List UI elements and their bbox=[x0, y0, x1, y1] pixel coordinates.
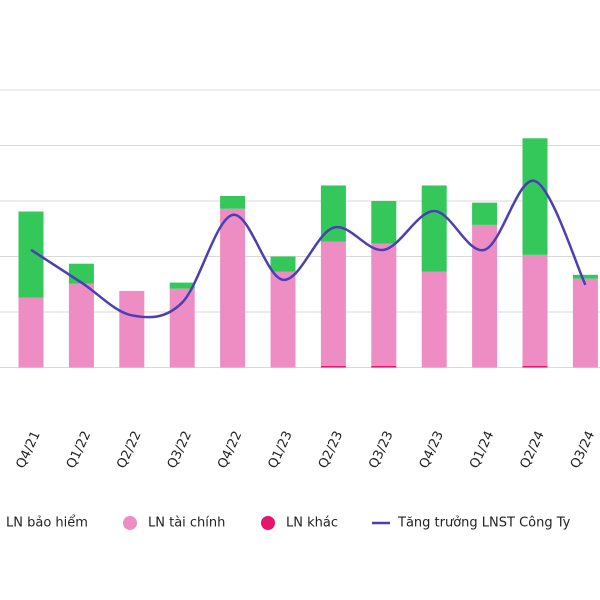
x-tick-label: Q3/24 bbox=[568, 429, 598, 471]
bar-segment bbox=[220, 208, 246, 368]
bar-segment bbox=[522, 254, 548, 366]
x-tick-label: Q4/21 bbox=[14, 429, 44, 471]
bar-segment bbox=[472, 202, 498, 225]
bar-segment bbox=[522, 365, 548, 368]
x-tick-label: Q3/23 bbox=[366, 429, 396, 471]
bar-segment bbox=[68, 263, 94, 284]
x-tick-label: Q1/22 bbox=[64, 429, 94, 471]
bar-segment bbox=[572, 278, 598, 368]
bar-segment bbox=[371, 365, 397, 368]
x-tick-label: Q4/22 bbox=[215, 429, 245, 471]
legend-label: LN bảo hiểm bbox=[6, 516, 88, 531]
x-tick-label: Q4/23 bbox=[417, 429, 447, 471]
legend-swatch bbox=[261, 516, 275, 530]
line-series bbox=[30, 179, 587, 319]
bar-segment bbox=[18, 297, 44, 368]
bar-segment bbox=[572, 274, 598, 279]
legend-swatch bbox=[123, 516, 137, 530]
x-tick-label: Q2/23 bbox=[316, 429, 346, 471]
bar-segment bbox=[119, 290, 145, 368]
legend-label: Tăng trưởng LNST Công Ty bbox=[397, 516, 571, 531]
bar-segment bbox=[320, 241, 346, 366]
bar-segment bbox=[270, 256, 296, 272]
bar-segment bbox=[371, 201, 397, 244]
bar-segment bbox=[270, 271, 296, 368]
bar-segment bbox=[421, 185, 447, 272]
bar-segment bbox=[421, 271, 447, 368]
bar-segment bbox=[169, 288, 195, 368]
x-tick-label: Q1/24 bbox=[467, 429, 497, 471]
bar-segment bbox=[522, 138, 548, 255]
x-tick-label: Q1/23 bbox=[266, 429, 296, 471]
bar-segment bbox=[472, 224, 498, 368]
x-tick-label: Q3/22 bbox=[165, 429, 195, 471]
x-tick-label: Q2/22 bbox=[114, 429, 144, 471]
bar-segment bbox=[371, 243, 397, 366]
bar-segment bbox=[169, 282, 195, 289]
bar-segment bbox=[320, 365, 346, 368]
bar-segment bbox=[220, 196, 246, 209]
legend-label: LN khác bbox=[286, 516, 338, 531]
legend-label: LN tài chính bbox=[148, 516, 225, 531]
x-tick-label: Q2/24 bbox=[518, 429, 548, 471]
bar-segment bbox=[68, 283, 94, 368]
